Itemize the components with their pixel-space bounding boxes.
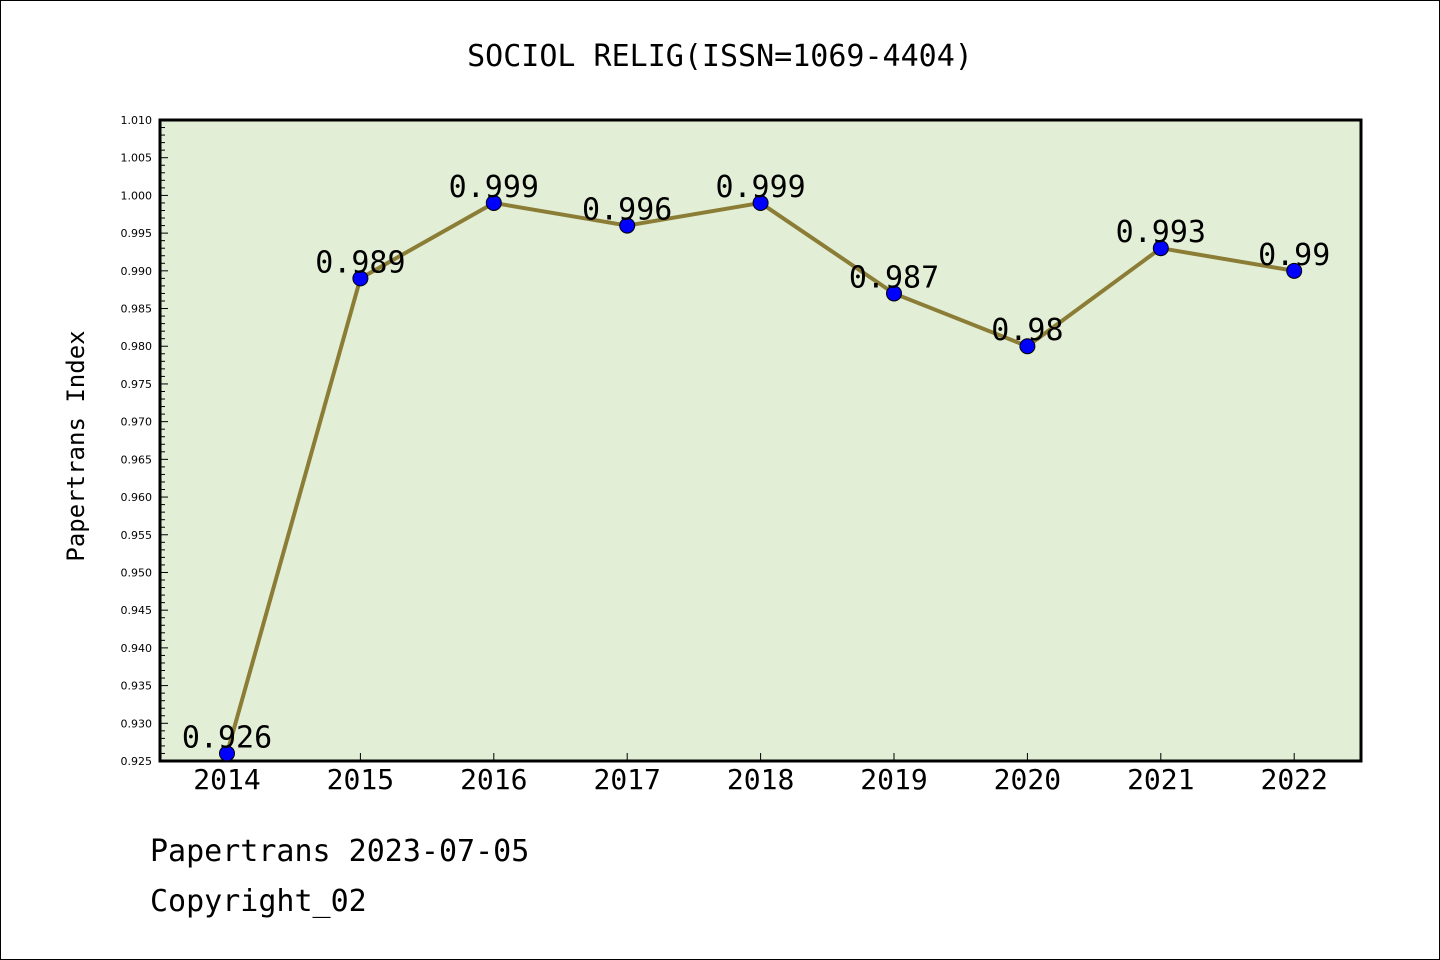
data-label: 0.993 [1116, 215, 1206, 250]
data-labels: 0.926 0.989 0.999 0.996 0.999 0.987 0.98 0.993 0… [182, 170, 1330, 756]
y-tick-label: 0.940 [121, 642, 153, 655]
y-tick-label: 0.955 [121, 529, 153, 542]
x-tick-label: 2015 [327, 763, 394, 796]
y-tick-label: 1.000 [121, 189, 153, 202]
y-tick-label: 0.930 [121, 717, 153, 730]
data-label: 0.99 [1258, 238, 1330, 273]
y-tick-label: 0.990 [121, 265, 153, 278]
y-tick-label: 0.950 [121, 566, 153, 579]
x-tick-label: 2019 [860, 763, 927, 796]
footer-copyright: Copyright_02 [150, 884, 367, 919]
y-tick-label: 1.010 [121, 114, 153, 127]
data-label: 0.996 [582, 193, 672, 228]
data-points [219, 194, 1303, 762]
data-point [1286, 262, 1303, 279]
y-tick-label: 1.005 [121, 152, 153, 165]
x-tick-label: 2014 [193, 763, 260, 796]
y-axis-label: Papertrans Index [62, 330, 90, 561]
data-point [219, 745, 235, 762]
x-tick-label: 2018 [727, 763, 794, 796]
y-tick-label: 0.965 [121, 453, 153, 466]
data-label: 0.98 [991, 313, 1063, 348]
y-tick-label: 0.995 [121, 227, 153, 240]
data-point [1019, 338, 1036, 355]
x-tick-label: 2022 [1260, 763, 1327, 796]
y-tick-label: 0.975 [121, 378, 153, 391]
y-tick-label: 0.935 [121, 680, 153, 693]
data-point [1152, 240, 1169, 257]
x-axis-ticks: 2014 2015 2016 2017 2018 2019 2020 2021 2022 [193, 753, 1328, 796]
data-point [352, 270, 369, 287]
y-tick-label: 0.985 [121, 303, 153, 316]
plot-area [158, 118, 1363, 763]
data-point [485, 194, 502, 211]
data-point [752, 194, 769, 211]
x-tick-label: 2016 [460, 763, 527, 796]
y-tick-label: 0.970 [121, 416, 153, 429]
y-tick-label: 0.945 [121, 604, 153, 617]
data-label: 0.926 [182, 720, 272, 755]
data-label: 0.989 [315, 245, 405, 280]
data-label: 0.999 [715, 170, 805, 205]
x-tick-label: 2020 [994, 763, 1061, 796]
chart-title: SOCIOL RELIG(ISSN=1069-4404) [467, 39, 973, 74]
data-label: 0.987 [849, 260, 939, 295]
y-tick-label: 0.980 [121, 340, 153, 353]
x-tick-label: 2021 [1127, 763, 1194, 796]
data-label: 0.999 [449, 170, 539, 205]
data-point [619, 217, 636, 234]
y-axis-ticks: 0.925 0.930 0.935 0.940 0.945 0.950 0.955 0.960… [121, 114, 168, 768]
x-tick-label: 2017 [593, 763, 660, 796]
data-point [886, 285, 902, 302]
y-tick-label: 0.925 [121, 755, 153, 768]
footer-date-line: Papertrans 2023-07-05 [150, 834, 530, 869]
y-tick-label: 0.960 [121, 491, 153, 504]
